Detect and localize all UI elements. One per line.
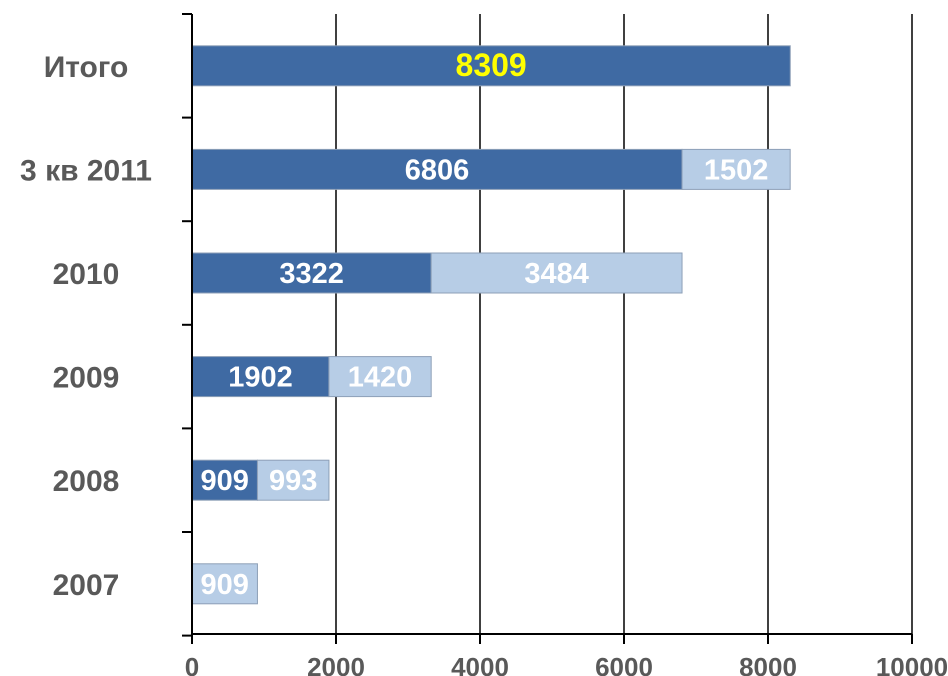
x-tick-label-2000: 2000 xyxy=(307,652,365,676)
bar-2-1 xyxy=(430,252,683,294)
grid-lines xyxy=(335,14,913,634)
bar-0-0 xyxy=(191,45,791,87)
bar-value-label-0-0: 8309 xyxy=(456,47,527,83)
labels: 8309 Итого 6806 1502 3 кв 2011 3322 3484 2010 19… xyxy=(20,47,948,676)
bars xyxy=(191,45,791,605)
x-tick-label-6000: 6000 xyxy=(595,652,653,676)
category-label-3: 2009 xyxy=(53,362,120,395)
bar-value-label-5-1: 909 xyxy=(201,569,249,601)
axes xyxy=(182,13,913,644)
bar-2-0 xyxy=(191,252,432,294)
bar-value-label-2-0: 3322 xyxy=(279,258,344,290)
bar-value-label-1-0: 6806 xyxy=(405,154,470,186)
category-label-5: 2007 xyxy=(53,569,120,602)
bar-5-1 xyxy=(191,563,258,605)
category-label-1: 3 кв 2011 xyxy=(20,154,152,187)
bar-3-1 xyxy=(328,356,432,398)
category-label-4: 2008 xyxy=(53,465,120,498)
category-label-0: Итого xyxy=(44,51,129,84)
x-tick-label-0: 0 xyxy=(185,652,199,676)
bar-value-label-1-1: 1502 xyxy=(704,154,769,186)
bar-4-1 xyxy=(256,459,330,501)
x-tick-label-10000: 10000 xyxy=(876,652,948,676)
bar-value-label-3-1: 1420 xyxy=(348,362,413,394)
bar-value-label-4-1: 993 xyxy=(269,465,317,497)
x-tick-label-4000: 4000 xyxy=(451,652,509,676)
bar-value-label-2-1: 3484 xyxy=(524,258,589,290)
bar-1-1 xyxy=(681,148,791,190)
bar-value-label-4-0: 909 xyxy=(201,465,249,497)
category-label-2: 2010 xyxy=(53,258,120,291)
bar-value-label-3-0: 1902 xyxy=(228,362,293,394)
x-tick-label-8000: 8000 xyxy=(739,652,797,676)
bar-3-0 xyxy=(191,356,330,398)
